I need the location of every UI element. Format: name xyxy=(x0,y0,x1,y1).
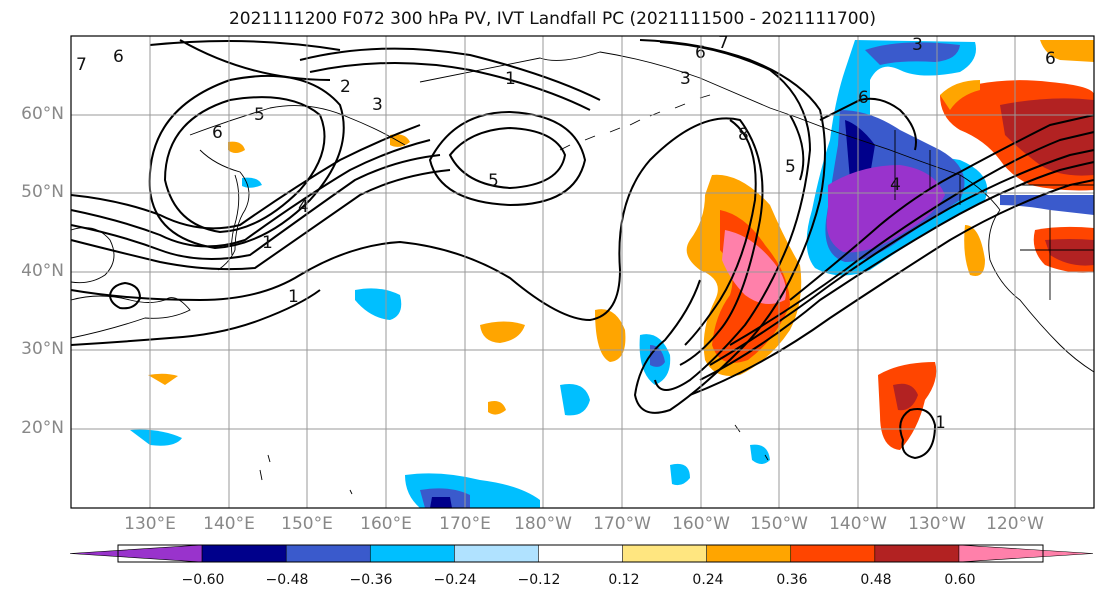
lon-label: 130°W xyxy=(908,514,966,534)
colorbar-tick: 0.48 xyxy=(860,572,892,588)
colorbar-tick: −0.36 xyxy=(349,572,393,588)
lon-label: 160°W xyxy=(672,514,730,534)
contour-label: 3 xyxy=(912,35,923,55)
contour-label: 4 xyxy=(298,197,309,217)
lon-label: 170°W xyxy=(593,514,651,534)
contour-label: 3 xyxy=(372,95,383,115)
colorbar-tick: −0.24 xyxy=(433,572,477,588)
map-title: 2021111200 F072 300 hPa PV, IVT Landfall… xyxy=(228,9,876,29)
lat-label: 30°N xyxy=(21,339,64,359)
lon-label: 160°E xyxy=(360,514,412,534)
colorbar-swatch xyxy=(958,544,1094,563)
colorbar-frame xyxy=(117,544,1044,563)
contour-label: 8 xyxy=(738,125,749,145)
lon-label: 150°E xyxy=(281,514,333,534)
colorbar-swatch xyxy=(69,544,203,563)
colorbar-tick: −0.12 xyxy=(517,572,561,588)
colorbar-swatch xyxy=(454,544,540,563)
contour-label: 5 xyxy=(785,157,796,177)
contour-label: 6 xyxy=(858,88,869,108)
lon-label: 130°E xyxy=(124,514,176,534)
colorbar-tick: 0.12 xyxy=(608,572,640,588)
contour-label: 7 xyxy=(718,33,729,53)
colorbar-swatch xyxy=(622,544,708,563)
lat-label: 20°N xyxy=(21,418,64,438)
colorbar-swatch xyxy=(790,544,876,563)
contour-label: 3 xyxy=(680,69,691,89)
contour-label: 4 xyxy=(890,175,901,195)
contour-label: 1 xyxy=(288,287,299,307)
contour-label: 6 xyxy=(695,43,706,63)
colorbar-swatch xyxy=(369,544,456,563)
coastlines xyxy=(70,51,1095,495)
lat-label: 40°N xyxy=(21,261,64,281)
colorbar-swatch xyxy=(285,544,372,563)
contour-label: 2 xyxy=(340,77,351,97)
contour-label: 5 xyxy=(488,171,499,191)
contour-label: 1 xyxy=(262,233,273,253)
lon-label: 180°W xyxy=(514,514,572,534)
colorbar-tick: 0.36 xyxy=(776,572,808,588)
contour-label: 1 xyxy=(935,413,946,433)
gridlines xyxy=(71,36,1094,508)
lat-label: 50°N xyxy=(21,182,64,202)
colorbar-swatch xyxy=(201,544,287,563)
map-frame xyxy=(70,35,1095,509)
contour-label: 6 xyxy=(113,47,124,67)
contour-label: 6 xyxy=(212,123,223,143)
colorbar-tick: −0.48 xyxy=(265,572,309,588)
colorbar-tick: 0.60 xyxy=(944,572,976,588)
contour-label: 1 xyxy=(505,69,516,89)
colorbar-swatch xyxy=(706,544,792,563)
lat-label: 60°N xyxy=(21,104,64,124)
colorbar-swatch xyxy=(538,544,624,563)
lon-label: 150°W xyxy=(750,514,808,534)
lon-label: 140°W xyxy=(829,514,887,534)
contour-label-group: 6 7 2 1 5 3 6 7 6 3 5 4 6 1 3 8 6 5 4 1 … xyxy=(76,33,1056,433)
lon-label: 120°W xyxy=(986,514,1044,534)
colorbar-tick: 0.24 xyxy=(692,572,724,588)
lon-label: 140°E xyxy=(203,514,255,534)
pv-contours xyxy=(70,39,1095,460)
contour-label: 7 xyxy=(76,55,87,75)
colorbar-tick: −0.60 xyxy=(181,572,225,588)
colorbar-swatch xyxy=(874,544,960,563)
contour-label: 6 xyxy=(1045,49,1056,69)
lon-label: 170°E xyxy=(439,514,491,534)
